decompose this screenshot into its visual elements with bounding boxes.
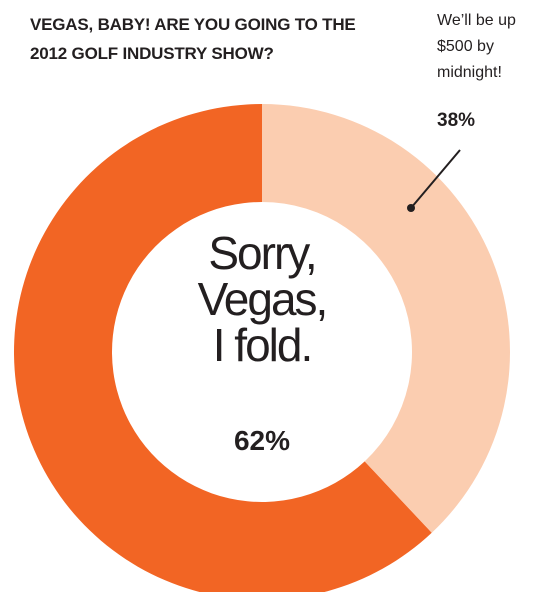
value-label: 62%	[233, 425, 291, 456]
chart-title: VEGAS, BABY! ARE YOU GOING TO THE 2012 G…	[30, 15, 356, 63]
slice-label: Sorry, Vegas, I fold.	[197, 227, 329, 371]
leader-line	[410, 149, 461, 209]
value-label: 38%	[437, 110, 476, 131]
donut-slice	[262, 104, 511, 533]
slice-label: We’ll be up $500 by midnight!	[437, 12, 516, 81]
leader-dot	[407, 204, 415, 212]
donut-slice	[14, 104, 432, 592]
